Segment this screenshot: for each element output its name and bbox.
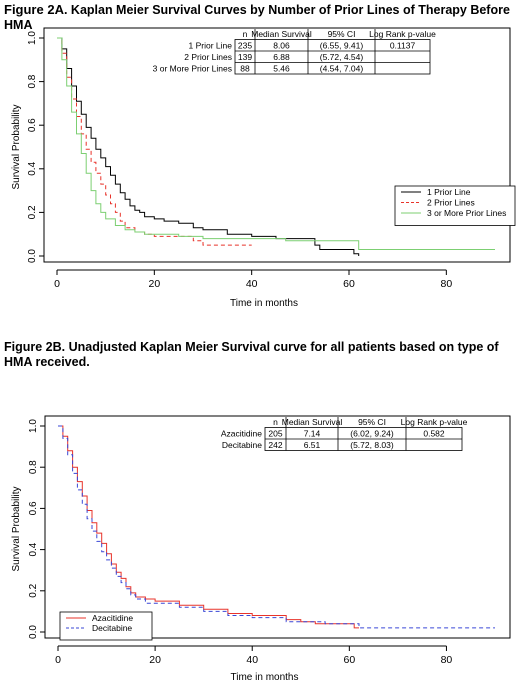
figure-2b-chart: 0 20 40 60 80 Time in months 0.0 0.2 0.4 0.6 0.8 1.…	[11, 415, 511, 683]
figa-y-tick-label: 0.2	[27, 205, 38, 219]
figa-x-tick-label: 20	[148, 278, 160, 290]
figa-y-axis: 0.0 0.2 0.4 0.6 0.8 1.0	[27, 31, 45, 263]
figb-x-tick-label: 60	[343, 654, 355, 666]
figa-series-line-3-or-more-prior-lines	[57, 37, 495, 250]
figa-table-row-label: 3 or More Prior Lines	[153, 64, 232, 74]
figa-table-cell: 88	[240, 64, 250, 74]
figa-series-line-2-prior-lines	[57, 37, 252, 246]
figure-2b-title: Figure 2B. Unadjusted Kaplan Meier Survi…	[4, 340, 504, 370]
figb-x-tick-label: 40	[246, 654, 258, 666]
figb-table-header: Median Survival	[282, 417, 343, 427]
figa-table-cell: (4.54, 7.04)	[320, 64, 364, 74]
figa-table-row-label: 1 Prior Line	[189, 41, 233, 51]
figb-x-axis: 0 20 40 60 80	[55, 645, 453, 666]
figa-table-cell: 8.06	[273, 41, 290, 51]
figa-summary-table: n Median Survival 95% CI Log Rank p-value 1 …	[153, 29, 436, 75]
figb-table-cell: 0.582	[423, 429, 445, 439]
figa-table-cell: 0.1137	[390, 41, 416, 51]
figb-table-header: n	[273, 417, 278, 427]
figa-x-tick-label: 60	[343, 278, 355, 290]
figb-table-cell: (5.72, 8.03)	[350, 440, 394, 450]
figb-series-line-azacitidine	[58, 425, 359, 629]
figa-table-cell: 6.88	[273, 52, 290, 62]
figure-2b-caption: . Unadjusted Kaplan Meier Survival curve…	[4, 340, 499, 369]
figa-table-cell: 139	[238, 52, 252, 62]
figb-summary-table: n Median Survival 95% CI Log Rank p-value Az…	[221, 417, 468, 451]
figb-legend-box	[59, 611, 153, 641]
figa-table-cell: (5.72, 4.54)	[320, 52, 364, 62]
figa-table-cell: 5.46	[273, 64, 290, 74]
figb-series-line-decitabine	[58, 425, 495, 629]
figb-table-row-label: Azacitidine	[221, 429, 262, 439]
figb-y-tick-label: 1.0	[28, 419, 39, 433]
figa-y-tick-label: 0.0	[27, 249, 38, 263]
figb-table-cell: 205	[268, 429, 282, 439]
figb-table-header: 95% CI	[358, 417, 386, 427]
figb-table-cell: 7.14	[304, 429, 321, 439]
figa-legend-label: 1 Prior Line	[427, 187, 471, 197]
figa-table-row-label: 2 Prior Lines	[184, 52, 232, 62]
figb-x-axis-title: Time in months	[231, 672, 299, 683]
figb-legend-label: Azacitidine	[92, 613, 133, 623]
figb-y-axis: 0.0 0.2 0.4 0.6 0.8 1.0	[28, 419, 46, 639]
figa-table-header: 95% CI	[328, 29, 356, 39]
figb-y-tick-label: 0.6	[28, 501, 39, 515]
figb-y-tick-label: 0.4	[28, 542, 39, 556]
figb-table-header: Log Rank p-value	[401, 417, 468, 427]
figa-x-tick-label: 40	[246, 278, 258, 290]
figa-y-tick-label: 1.0	[27, 31, 38, 45]
figa-x-tick-label: 80	[440, 278, 452, 290]
figa-legend-label: 3 or More Prior Lines	[427, 208, 506, 218]
figb-x-tick-label: 0	[55, 654, 61, 666]
figure-2a-caption: . Kaplan Meier Survival Curves by Number…	[4, 3, 510, 32]
figa-x-tick-label: 0	[54, 278, 60, 290]
figb-table-row-label: Decitabine	[222, 440, 262, 450]
figure-2b-label: Figure 2B	[4, 340, 62, 354]
figb-x-tick-label: 20	[149, 654, 161, 666]
figa-y-tick-label: 0.8	[27, 74, 38, 88]
figure-2a-chart: 0 20 40 60 80 Time in months 0.0 0.2 0.4 0.6 0.8 1.…	[11, 27, 516, 309]
figb-x-tick-label: 80	[441, 654, 453, 666]
figure-2a-title: Figure 2A. Kaplan Meier Survival Curves …	[4, 2, 516, 33]
figa-y-axis-title: Survival Probability	[11, 104, 22, 189]
figb-legend-label: Decitabine	[92, 623, 132, 633]
figa-legend-box	[394, 185, 516, 226]
figa-table-header: Log Rank p-value	[369, 29, 436, 39]
figure-2a-label: Figure 2A	[4, 2, 64, 17]
figb-y-tick-label: 0.2	[28, 583, 39, 597]
figb-table-cell: (6.02, 9.24)	[350, 429, 394, 439]
figb-table-cell: 6.51	[304, 440, 321, 450]
figa-table-header: n	[243, 29, 248, 39]
figa-table-cell: 235	[238, 41, 252, 51]
figb-y-tick-label: 0.0	[28, 625, 39, 639]
figa-y-tick-label: 0.6	[27, 118, 38, 132]
figb-y-tick-label: 0.8	[28, 460, 39, 474]
figa-table-cell: (6.55, 9.41)	[320, 41, 364, 51]
figb-y-axis-title: Survival Probability	[11, 486, 22, 571]
figa-series-line-1-prior-line	[57, 37, 360, 256]
figa-table-border	[234, 39, 431, 75]
figa-x-axis-title: Time in months	[230, 298, 298, 309]
figa-table-header: Median Survival	[251, 29, 312, 39]
figa-y-tick-label: 0.4	[27, 161, 38, 175]
figa-x-axis: 0 20 40 60 80	[54, 269, 452, 290]
figa-legend-label: 2 Prior Lines	[427, 198, 475, 208]
figb-table-cell: 242	[268, 440, 282, 450]
